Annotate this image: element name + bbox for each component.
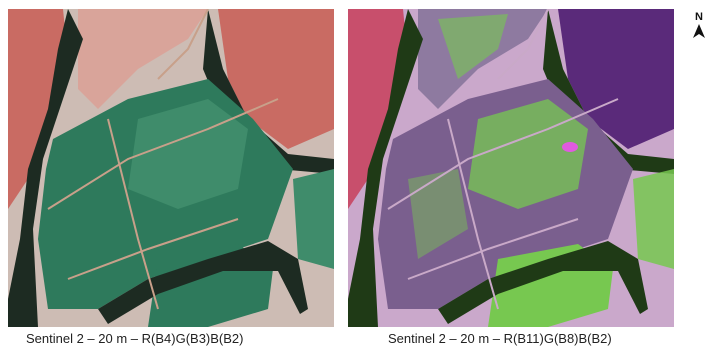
north-arrow-icon: N [690, 11, 708, 38]
satellite-image-false-color [348, 9, 674, 327]
north-label: N [695, 11, 703, 23]
satellite-image-true-color [8, 9, 334, 327]
caption-true-color: Sentinel 2 – 20 m – R(B4)G(B3)B(B2) [26, 331, 244, 346]
caption-false-color: Sentinel 2 – 20 m – R(B11)G(B8)B(B2) [388, 331, 612, 346]
